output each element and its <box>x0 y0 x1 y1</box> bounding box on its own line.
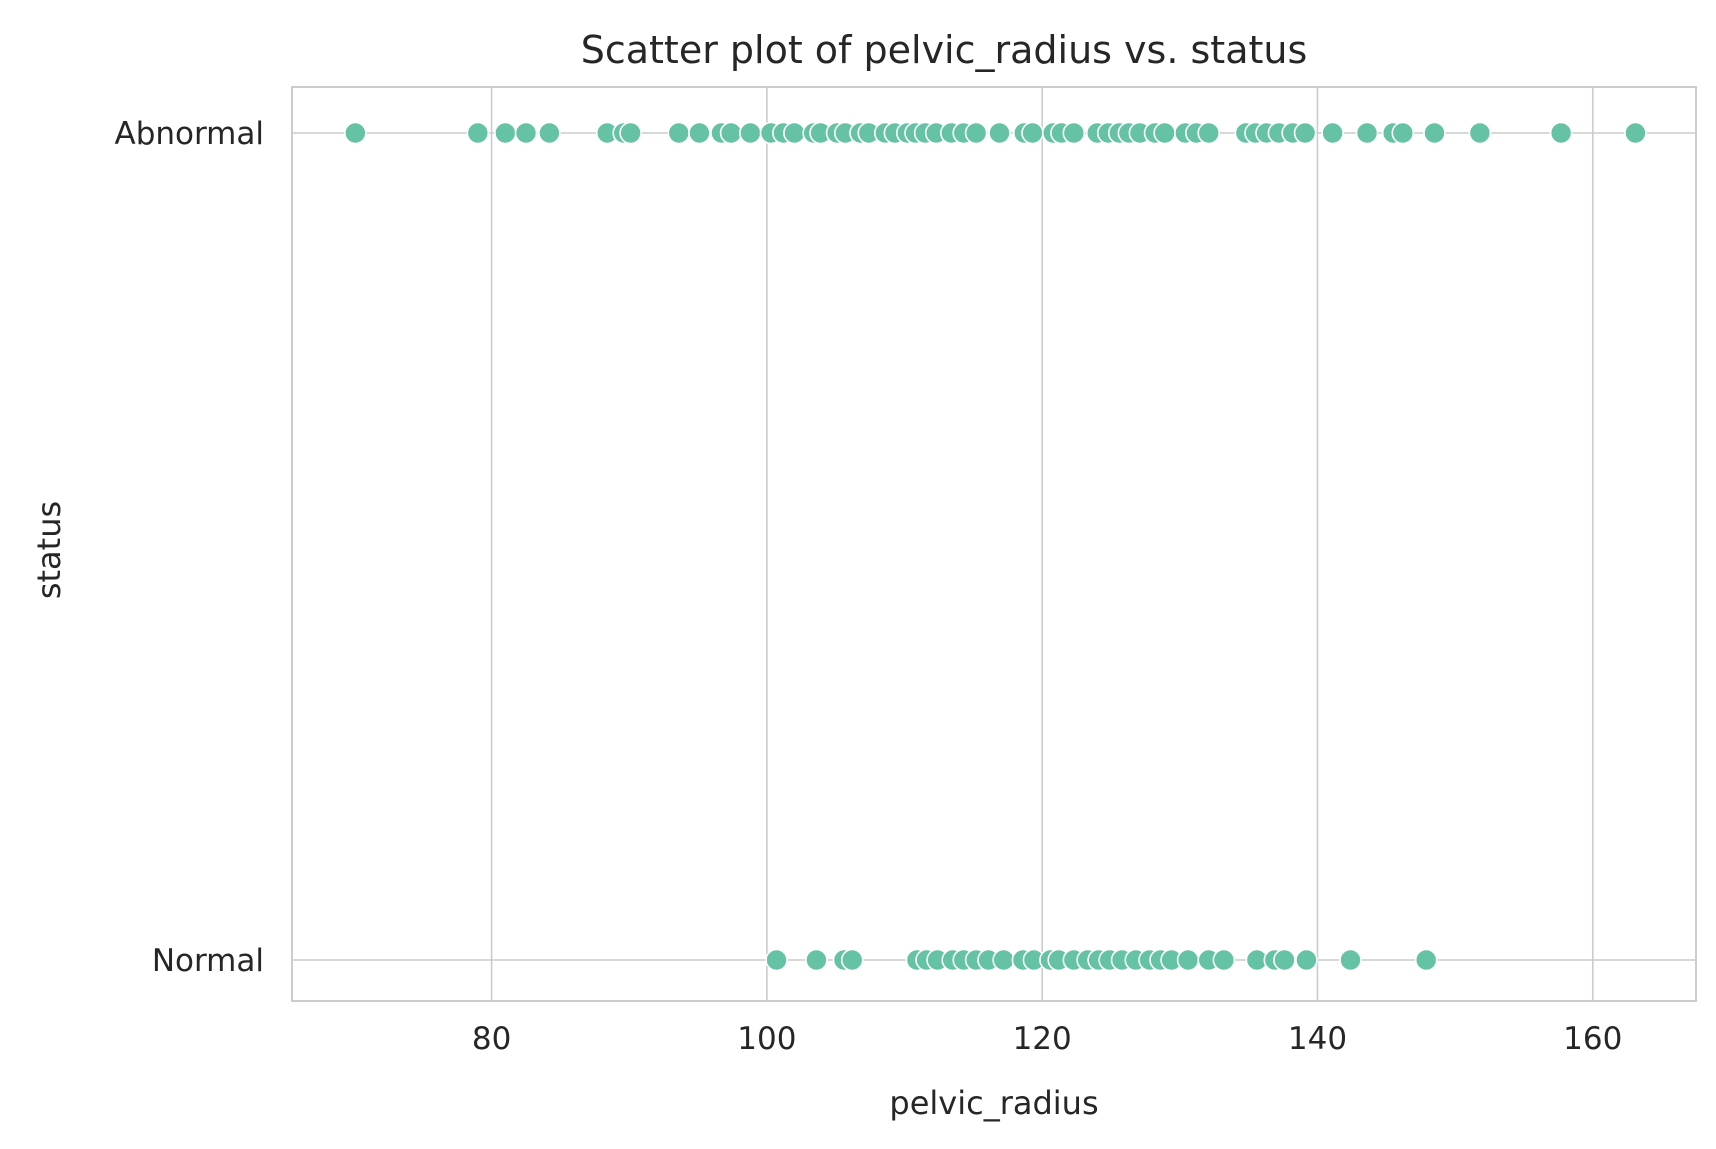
plot-frame <box>291 86 1697 1002</box>
data-point <box>619 121 642 145</box>
data-point <box>1295 948 1318 972</box>
data-point <box>466 121 490 145</box>
data-points <box>344 121 1647 972</box>
data-point <box>1468 121 1492 145</box>
grid-lines <box>292 87 1696 1001</box>
x-tick-label: 80 <box>472 1021 511 1057</box>
x-tick-label: 100 <box>737 1021 796 1057</box>
data-point <box>1423 121 1446 145</box>
data-point <box>1293 121 1317 145</box>
data-point <box>688 121 711 145</box>
x-tick-label: 140 <box>1288 1021 1347 1057</box>
data-point <box>1624 121 1647 145</box>
data-point <box>538 121 561 145</box>
data-point <box>1321 121 1344 145</box>
data-point <box>344 121 367 145</box>
data-point <box>1549 121 1573 145</box>
data-point <box>1355 121 1379 145</box>
x-tick-label: 120 <box>1013 1021 1072 1057</box>
data-point <box>1414 948 1438 972</box>
data-point <box>765 948 788 972</box>
y-tick-label: Abnormal <box>114 116 264 152</box>
data-point <box>1273 948 1296 972</box>
data-point <box>1176 948 1200 972</box>
data-point <box>840 948 864 972</box>
y-tick-label: Normal <box>152 943 264 979</box>
data-point <box>783 121 806 145</box>
data-point <box>1021 121 1044 145</box>
data-point <box>514 121 538 145</box>
data-point <box>667 121 691 145</box>
data-point <box>992 948 1015 972</box>
data-point <box>964 121 988 145</box>
data-point <box>739 121 762 145</box>
x-tick-label: 160 <box>1563 1021 1622 1057</box>
data-point <box>1197 121 1221 145</box>
data-point <box>494 121 517 145</box>
data-point <box>719 121 743 145</box>
data-point <box>1062 121 1086 145</box>
data-point <box>1212 948 1236 972</box>
x-axis-label: pelvic_radius <box>889 1084 1098 1122</box>
y-axis-label: status <box>30 501 68 599</box>
chart-title: Scatter plot of pelvic_radius vs. status <box>581 28 1308 72</box>
data-point <box>1391 121 1415 145</box>
y-tick-labels: Abnormal Normal <box>114 116 264 979</box>
x-tick-labels: 80 100 120 140 160 <box>472 1021 1622 1057</box>
data-point <box>988 121 1011 145</box>
data-point <box>1153 121 1176 145</box>
data-point <box>805 948 828 972</box>
data-point <box>1339 948 1362 972</box>
